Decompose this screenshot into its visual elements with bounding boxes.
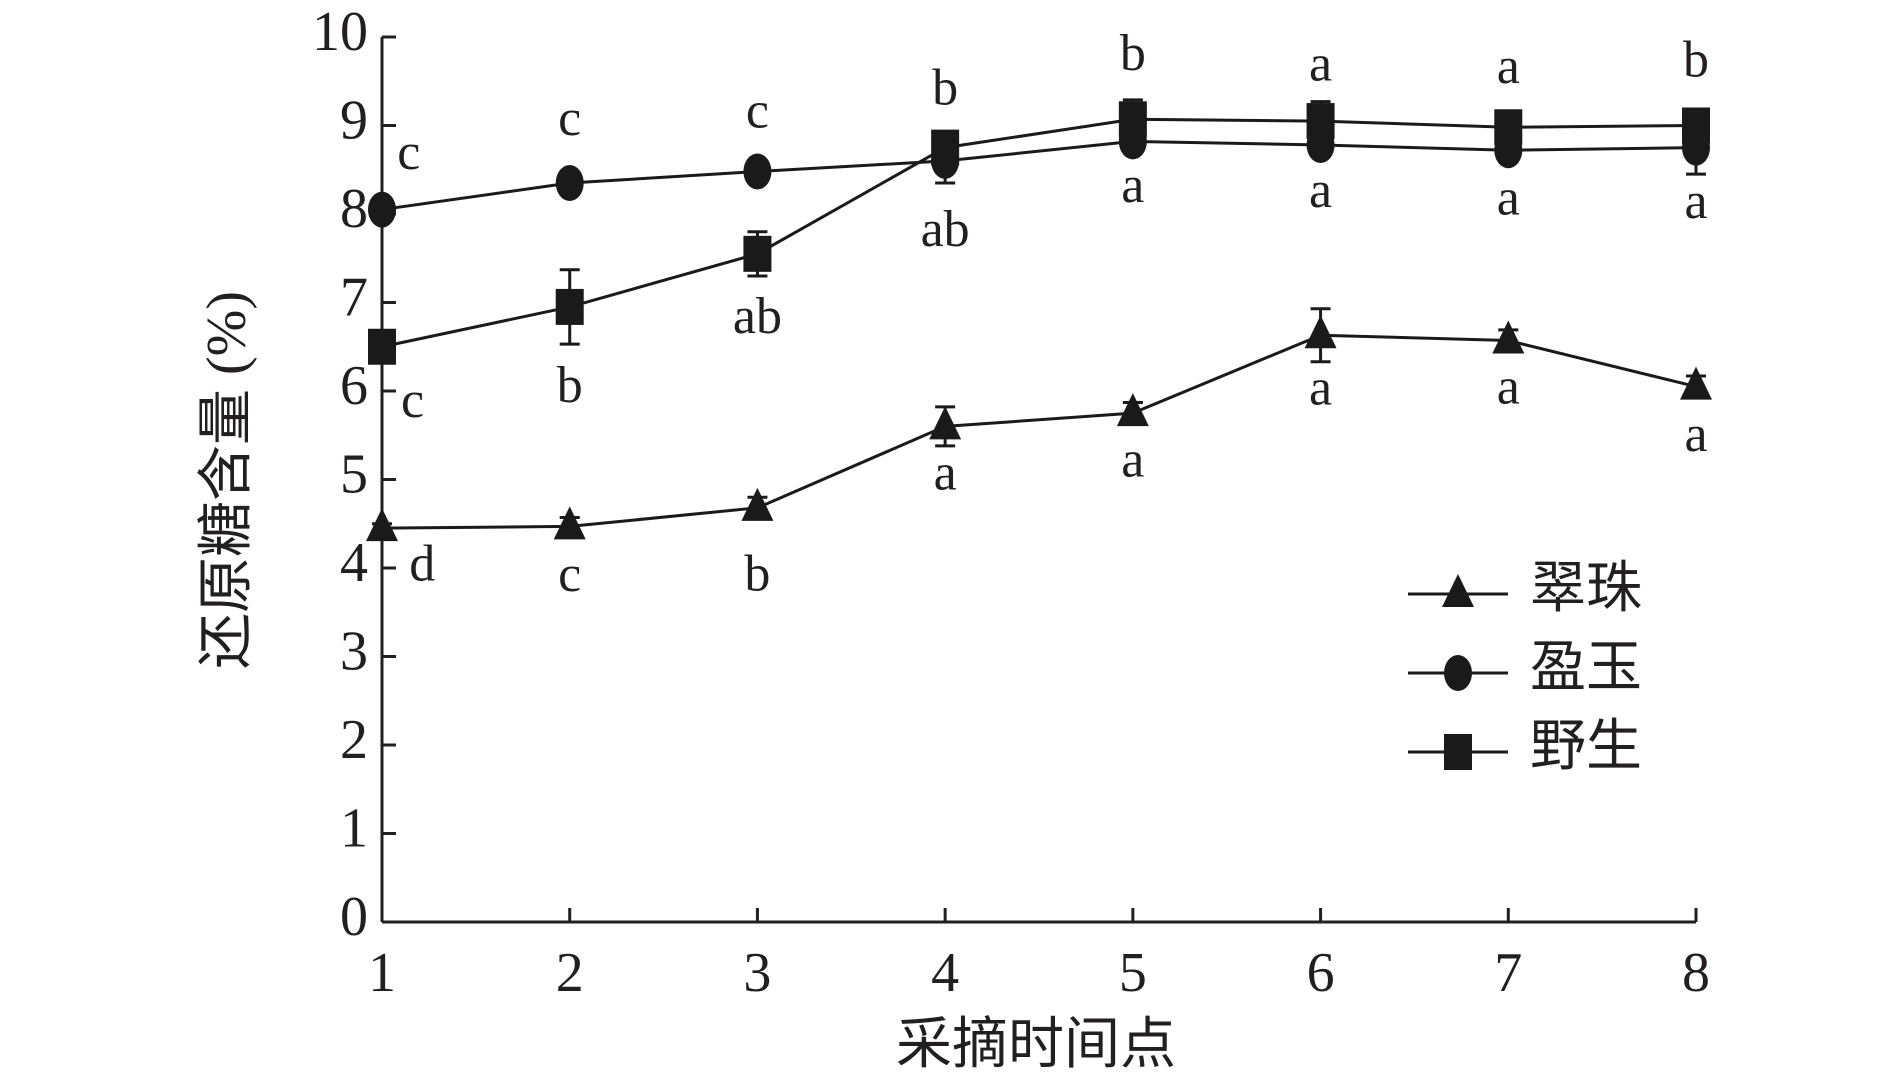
series-line: [381, 333, 1697, 530]
data-point: [555, 165, 584, 202]
data-point: [743, 153, 772, 190]
y-tick-label: 6: [340, 355, 368, 417]
significance-letter: c: [746, 82, 769, 139]
x-tick-label: 4: [931, 942, 959, 1004]
legend-marker: [1444, 655, 1472, 691]
legend-label: 盈玉: [1530, 637, 1642, 699]
y-tick-label: 4: [340, 532, 368, 594]
legend-marker: [1444, 734, 1472, 770]
y-tick-label: 7: [340, 266, 368, 328]
legend-label: 翠珠: [1530, 558, 1642, 620]
significance-letter: ab: [921, 201, 970, 258]
significance-letter: a: [1497, 170, 1520, 227]
y-axis-label: 还原糖含量 (%): [196, 291, 258, 669]
significance-letter: a: [1684, 173, 1707, 230]
data-point: [368, 191, 396, 228]
data-point: [741, 487, 774, 521]
x-tick-label: 5: [1119, 942, 1147, 1004]
x-axis-label: 采摘时间点: [896, 1014, 1176, 1076]
data-point: [1306, 103, 1335, 140]
data-point: [1680, 366, 1712, 400]
y-tick-label: 0: [340, 886, 368, 948]
data-point: [1304, 315, 1337, 349]
data-point: [553, 506, 586, 540]
data-point: [929, 406, 962, 440]
significance-letter: b: [932, 60, 958, 117]
y-tick-label: 5: [340, 443, 368, 505]
y-tick-label: 1: [340, 797, 368, 859]
data-point: [1116, 393, 1149, 427]
significance-letter: b: [1683, 31, 1709, 88]
x-tick-label: 3: [743, 942, 771, 1004]
significance-letter: c: [558, 546, 581, 603]
significance-letter: c: [558, 90, 581, 147]
significance-letter: b: [557, 357, 583, 414]
data-point: [1118, 101, 1147, 138]
significance-letter: a: [1497, 359, 1520, 416]
data-point: [366, 508, 398, 542]
y-tick-label: 10: [312, 1, 368, 63]
data-point: [368, 328, 396, 365]
significance-letter: a: [934, 445, 957, 502]
x-tick-label: 2: [556, 942, 584, 1004]
data-point: [743, 235, 772, 272]
legend-marker: [1442, 574, 1474, 607]
significance-letter: a: [1497, 38, 1520, 95]
y-tick-label: 2: [340, 709, 368, 771]
data-point: [555, 288, 584, 325]
y-tick-label: 9: [340, 89, 368, 151]
legend-label: 野生: [1530, 716, 1642, 778]
significance-letter: a: [1121, 157, 1144, 214]
significance-letter: d: [409, 535, 435, 592]
significance-letter: a: [1309, 162, 1332, 219]
x-tick-label: 6: [1307, 942, 1335, 1004]
significance-letter: c: [401, 372, 424, 429]
significance-letter: c: [397, 124, 420, 181]
x-tick-label: 8: [1682, 942, 1710, 1004]
significance-letter: b: [1120, 25, 1146, 82]
series-line: [381, 139, 1697, 212]
significance-letter: a: [1309, 36, 1332, 93]
data-point: [1492, 320, 1525, 354]
data-point: [1682, 107, 1710, 144]
series-line: [381, 117, 1697, 349]
y-tick-label: 3: [340, 620, 368, 682]
x-tick-label: 1: [368, 942, 396, 1004]
y-tick-label: 8: [340, 178, 368, 240]
significance-letter: a: [1309, 360, 1332, 417]
significance-letter: b: [744, 546, 770, 603]
data-point: [1494, 109, 1523, 146]
significance-letter: a: [1684, 406, 1707, 463]
x-tick-label: 7: [1494, 942, 1522, 1004]
significance-letter: a: [1121, 431, 1144, 488]
data-point: [931, 129, 960, 166]
significance-letter: ab: [733, 288, 782, 345]
